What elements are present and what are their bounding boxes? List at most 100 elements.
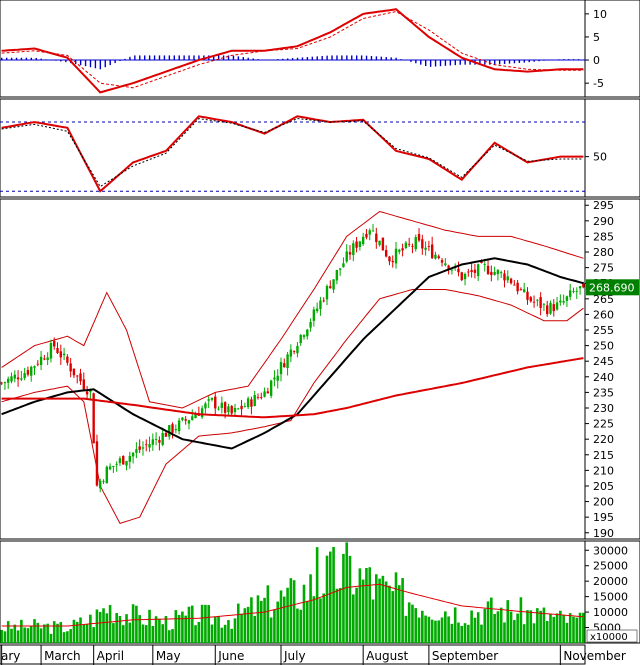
x-axis-label: November: [563, 649, 625, 663]
volume-bar: [572, 616, 575, 643]
candle-body: [509, 278, 513, 284]
volume-tick-label: 15000: [593, 591, 628, 604]
macd-histogram-bar: [148, 55, 151, 61]
macd-tick-label: 10: [593, 8, 607, 21]
x-axis-label: April: [97, 649, 124, 663]
candle-body: [378, 240, 381, 246]
candle-body: [578, 286, 582, 289]
candle-body: [16, 377, 20, 380]
volume-bar: [322, 593, 326, 643]
macd-histogram-bar: [40, 58, 42, 61]
candle-body: [217, 408, 220, 410]
macd-histogram-bar: [380, 56, 383, 61]
candle-body: [250, 399, 253, 407]
macd-histogram-bar: [30, 57, 33, 61]
volume-bar: [118, 615, 122, 643]
candle-body: [164, 432, 168, 437]
candle-body: [82, 379, 86, 390]
macd-histogram-bar: [489, 60, 491, 65]
volume-bar: [355, 587, 358, 643]
macd-histogram-bar: [503, 60, 506, 64]
volume-bar: [470, 610, 473, 643]
candle-body: [62, 353, 66, 356]
macd-histogram-bar: [60, 60, 62, 62]
x-axis-label: July: [283, 649, 306, 663]
candle-body: [529, 297, 532, 302]
candle-body: [240, 405, 243, 410]
volume-bar: [69, 629, 72, 643]
candle-body: [154, 439, 158, 440]
macd-histogram-bar: [375, 56, 378, 61]
macd-histogram-bar: [237, 56, 240, 61]
candle-body: [69, 363, 72, 372]
volume-bar: [394, 572, 398, 643]
volume-bar: [352, 594, 355, 643]
volume-unit-label: x10000: [590, 632, 628, 643]
price-tick-label: 220: [593, 433, 614, 446]
macd-histogram-bar: [291, 58, 294, 61]
volume-bar: [158, 618, 161, 643]
macd-histogram-bar: [267, 59, 269, 61]
price-tick-label: 205: [593, 480, 614, 493]
candle-body: [306, 329, 309, 337]
volume-bar: [6, 621, 10, 643]
macd-histogram-bar: [553, 59, 555, 61]
volume-bar: [552, 616, 556, 643]
volume-bar: [115, 612, 118, 643]
macd-histogram-bar: [425, 60, 427, 67]
candle-body: [145, 444, 148, 446]
candle-body: [260, 397, 263, 398]
candle-body: [421, 239, 424, 249]
volume-bar: [243, 608, 247, 643]
volume-bar: [476, 612, 480, 643]
volume-bar: [200, 604, 204, 643]
volume-bar: [236, 603, 240, 643]
macd-histogram-bar: [439, 60, 442, 67]
macd-histogram-bar: [365, 55, 368, 61]
candle-body: [131, 452, 135, 457]
candle-body: [342, 263, 345, 268]
macd-histogram-bar: [331, 55, 333, 61]
volume-bar: [381, 575, 385, 643]
volume-bar: [460, 625, 464, 643]
volume-bar: [85, 624, 89, 643]
candle-body: [434, 254, 437, 259]
macd-histogram-bar: [360, 55, 363, 61]
candle-body: [388, 256, 391, 262]
volume-bar: [135, 605, 138, 643]
last-price-label: 268.690: [589, 281, 635, 294]
macd-histogram-bar: [494, 60, 496, 65]
price-tick-label: 215: [593, 449, 614, 462]
volume-bar: [503, 622, 506, 643]
candle-body: [467, 271, 470, 273]
candle-body: [283, 363, 286, 368]
volume-bar: [151, 625, 155, 643]
macd-tick-label: -5: [593, 77, 604, 90]
candle-body: [480, 261, 483, 264]
volume-bar: [190, 605, 194, 643]
macd-tick-label: 0: [593, 54, 600, 67]
candle-body: [66, 356, 69, 363]
candle-body: [447, 265, 450, 270]
volume-bar: [102, 608, 105, 643]
volume-bar: [519, 597, 523, 643]
volume-bar: [575, 617, 579, 643]
candle-body: [36, 363, 39, 365]
macd-histogram-bar: [296, 57, 299, 61]
macd-histogram-bar: [139, 55, 141, 61]
macd-histogram-bar: [20, 57, 23, 61]
candle-body: [562, 301, 565, 303]
volume-bar: [536, 608, 539, 643]
macd-histogram-bar: [518, 60, 521, 63]
candle-body: [483, 264, 486, 265]
volume-bar: [434, 620, 437, 643]
price-tick-label: 295: [593, 199, 614, 212]
candle-body: [89, 390, 92, 393]
volume-bar: [506, 600, 510, 643]
candle-body: [158, 439, 161, 443]
volume-bar: [562, 615, 565, 643]
candle-body: [263, 391, 266, 397]
price-panel-frame: [0, 198, 586, 540]
volume-bar: [36, 622, 40, 643]
